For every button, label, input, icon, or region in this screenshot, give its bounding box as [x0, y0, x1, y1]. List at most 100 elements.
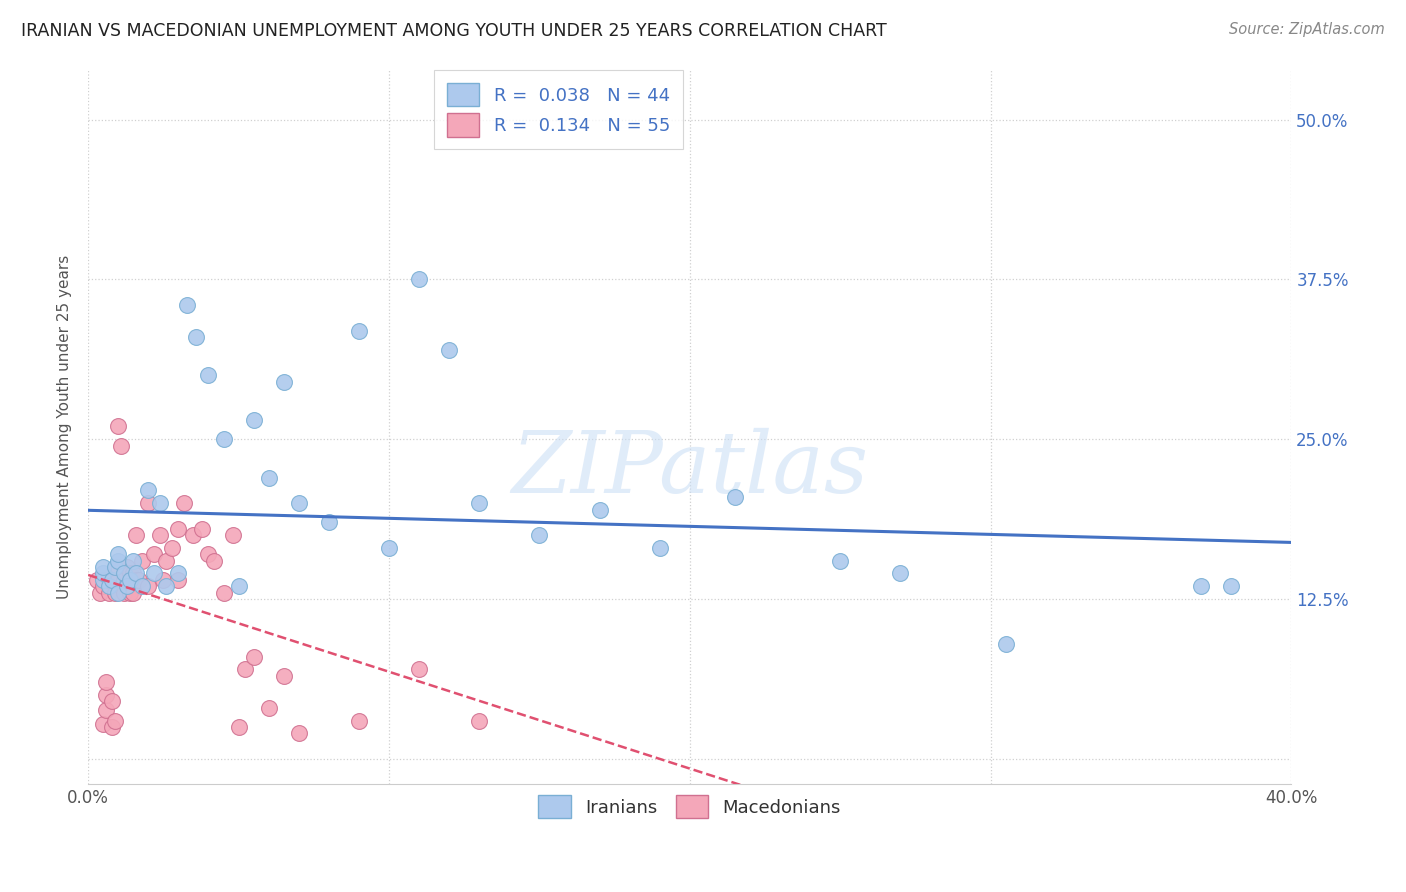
Point: [107, 585, 129, 599]
Point: [167, 566, 190, 581]
Point: [149, 496, 172, 510]
Point: [120, 573, 142, 587]
Point: [588, 502, 610, 516]
Point: [101, 694, 124, 708]
Point: [96, 688, 118, 702]
Point: [107, 560, 129, 574]
Point: [197, 368, 219, 383]
Point: [136, 483, 159, 498]
Text: ZIPatlas: ZIPatlas: [512, 428, 869, 511]
Point: [131, 579, 153, 593]
Point: [204, 554, 226, 568]
Point: [724, 490, 747, 504]
Point: [101, 720, 124, 734]
Point: [120, 566, 142, 581]
Point: [408, 272, 430, 286]
Point: [468, 496, 491, 510]
Point: [287, 496, 309, 510]
Point: [125, 566, 148, 581]
Point: [408, 662, 430, 676]
Point: [122, 585, 145, 599]
Point: [110, 579, 132, 593]
Legend: Iranians, Macedonians: Iranians, Macedonians: [531, 788, 848, 825]
Point: [173, 496, 195, 510]
Point: [91, 573, 114, 587]
Point: [167, 573, 190, 587]
Point: [186, 330, 208, 344]
Point: [994, 637, 1017, 651]
Point: [347, 324, 370, 338]
Point: [128, 573, 150, 587]
Point: [101, 573, 124, 587]
Y-axis label: Unemployment Among Youth under 25 years: Unemployment Among Youth under 25 years: [58, 254, 72, 599]
Point: [378, 541, 401, 555]
Point: [96, 703, 118, 717]
Point: [110, 439, 132, 453]
Point: [91, 579, 114, 593]
Point: [233, 662, 256, 676]
Point: [107, 554, 129, 568]
Point: [112, 573, 135, 587]
Point: [155, 579, 177, 593]
Point: [112, 566, 135, 581]
Point: [648, 541, 671, 555]
Point: [104, 585, 127, 599]
Point: [125, 573, 148, 587]
Point: [117, 579, 139, 593]
Point: [107, 547, 129, 561]
Point: [162, 541, 184, 555]
Point: [143, 566, 166, 581]
Point: [104, 560, 127, 574]
Point: [889, 566, 911, 581]
Point: [107, 419, 129, 434]
Point: [228, 720, 250, 734]
Point: [155, 554, 177, 568]
Point: [242, 649, 264, 664]
Point: [136, 579, 159, 593]
Point: [176, 298, 198, 312]
Point: [89, 585, 111, 599]
Point: [257, 470, 280, 484]
Point: [91, 717, 114, 731]
Text: Source: ZipAtlas.com: Source: ZipAtlas.com: [1229, 22, 1385, 37]
Point: [228, 579, 250, 593]
Point: [152, 573, 174, 587]
Point: [96, 675, 118, 690]
Point: [112, 585, 135, 599]
Point: [242, 413, 264, 427]
Point: [91, 566, 114, 581]
Point: [257, 700, 280, 714]
Point: [120, 585, 142, 599]
Point: [273, 669, 295, 683]
Point: [107, 573, 129, 587]
Point: [830, 554, 852, 568]
Point: [91, 560, 114, 574]
Point: [136, 496, 159, 510]
Point: [287, 726, 309, 740]
Point: [212, 585, 235, 599]
Point: [437, 343, 460, 357]
Point: [125, 528, 148, 542]
Point: [212, 432, 235, 446]
Point: [468, 714, 491, 728]
Point: [122, 566, 145, 581]
Point: [122, 554, 145, 568]
Text: IRANIAN VS MACEDONIAN UNEMPLOYMENT AMONG YOUTH UNDER 25 YEARS CORRELATION CHART: IRANIAN VS MACEDONIAN UNEMPLOYMENT AMONG…: [21, 22, 887, 40]
Point: [273, 375, 295, 389]
Point: [98, 573, 121, 587]
Point: [98, 579, 121, 593]
Point: [98, 585, 121, 599]
Point: [86, 573, 108, 587]
Point: [1220, 579, 1243, 593]
Point: [104, 714, 127, 728]
Point: [167, 522, 190, 536]
Point: [529, 528, 551, 542]
Point: [347, 714, 370, 728]
Point: [131, 554, 153, 568]
Point: [1189, 579, 1212, 593]
Point: [143, 547, 166, 561]
Point: [117, 579, 139, 593]
Point: [191, 522, 214, 536]
Point: [197, 547, 219, 561]
Point: [117, 560, 139, 574]
